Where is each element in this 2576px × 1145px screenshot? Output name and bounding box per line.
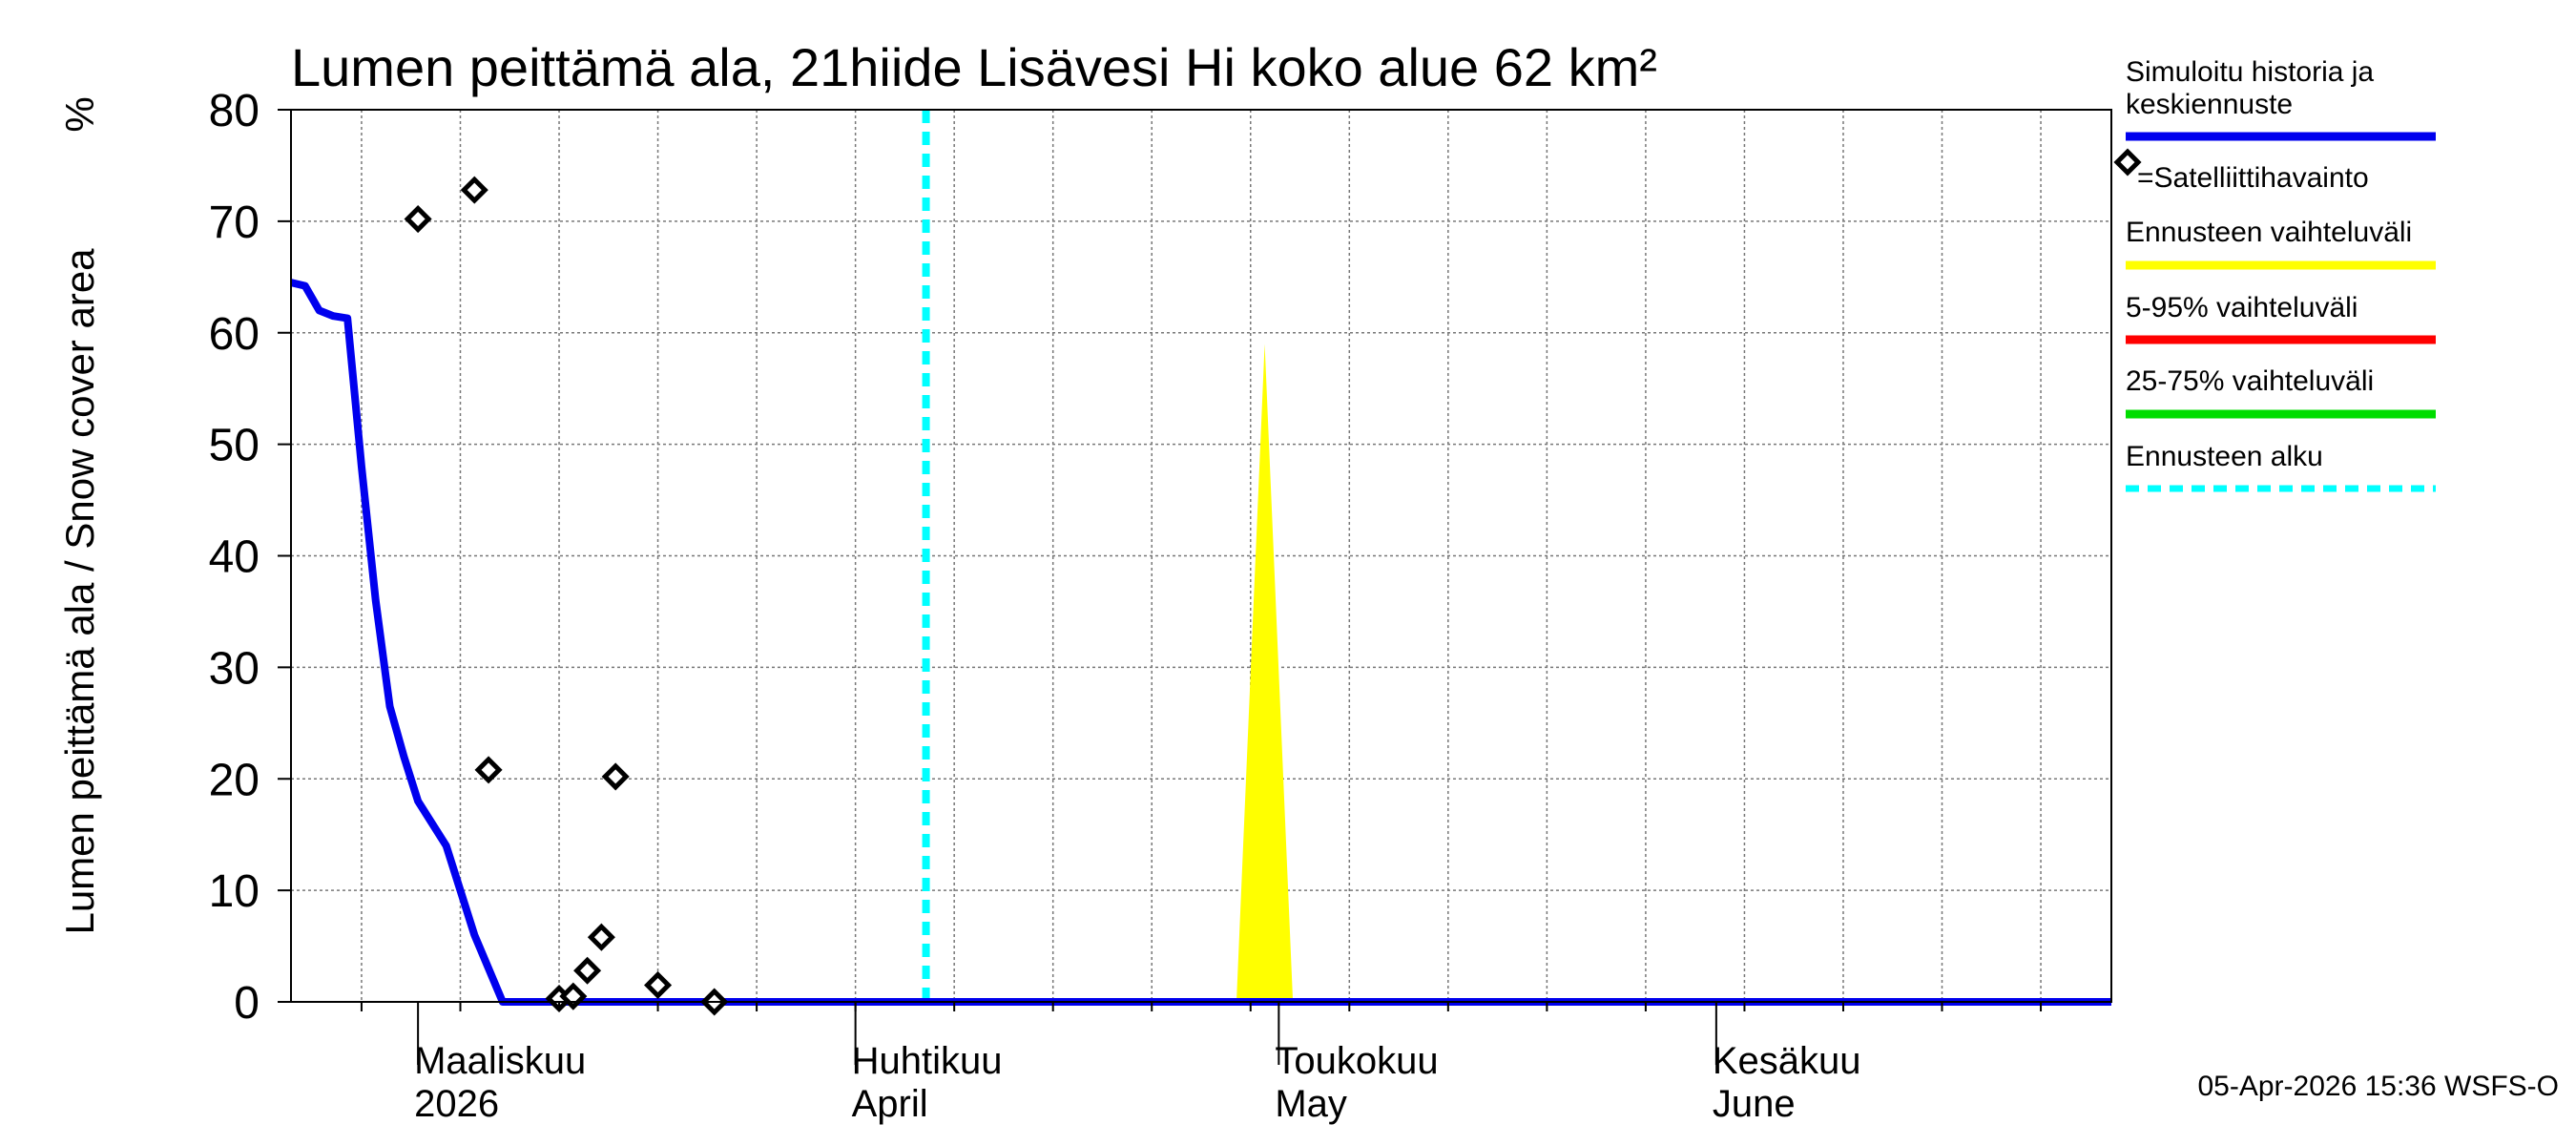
legend-label: Simuloitu historia ja bbox=[2126, 56, 2374, 88]
y-axis-label: Lumen peittämä ala / Snow cover area bbox=[57, 248, 102, 935]
y-axis: 0 10 20 30 40 50 60 70 80 bbox=[209, 86, 291, 1029]
month-label-fi: Maaliskuu bbox=[414, 1040, 586, 1082]
y-tick-label: 60 bbox=[209, 309, 260, 360]
plot-area bbox=[290, 109, 2112, 1016]
y-tick-label: 0 bbox=[234, 978, 260, 1029]
legend-label: keskiennuste bbox=[2126, 89, 2293, 120]
month-label-en: May bbox=[1275, 1083, 1347, 1125]
legend-diamond-icon bbox=[2113, 148, 2142, 177]
y-tick-label: 10 bbox=[209, 866, 260, 917]
month-label-en: April bbox=[852, 1083, 928, 1125]
forecast-range-band bbox=[1236, 344, 1294, 1002]
legend-label: Ennusteen alku bbox=[2126, 441, 2323, 472]
satellite-observation-point bbox=[573, 956, 602, 985]
y-axis-unit: % bbox=[57, 96, 102, 132]
timestamp-footer: 05-Apr-2026 15:36 WSFS-O bbox=[2197, 1071, 2559, 1102]
chart-title: Lumen peittämä ala, 21hiide Lisävesi Hi … bbox=[291, 37, 1657, 97]
y-tick-label: 30 bbox=[209, 643, 260, 694]
satellite-observation-point bbox=[474, 756, 503, 784]
legend-label: 25-75% vaihteluväli bbox=[2126, 365, 2374, 397]
y-tick-label: 20 bbox=[209, 755, 260, 805]
legend-label: Ennusteen vaihteluväli bbox=[2126, 217, 2412, 248]
legend-label: =Satelliittihavainto bbox=[2137, 162, 2369, 194]
simulated-snow-cover-line bbox=[290, 279, 2111, 1006]
y-tick-label: 50 bbox=[209, 421, 260, 471]
satellite-observation-point bbox=[404, 205, 432, 234]
month-label-fi: Huhtikuu bbox=[852, 1040, 1003, 1082]
legend-label: 5-95% vaihteluväli bbox=[2126, 292, 2358, 323]
y-tick-label: 70 bbox=[209, 198, 260, 248]
month-label-fi: Kesäkuu bbox=[1713, 1040, 1861, 1082]
satellite-observation-point bbox=[601, 762, 630, 791]
y-tick-label: 80 bbox=[209, 86, 260, 136]
satellite-observation-point bbox=[644, 970, 673, 1000]
month-label-fi: Toukokuu bbox=[1275, 1040, 1438, 1082]
month-label-en: 2026 bbox=[414, 1083, 499, 1125]
satellite-observation-point bbox=[460, 176, 488, 204]
y-tick-label: 40 bbox=[209, 532, 260, 583]
month-label-en: June bbox=[1713, 1083, 1796, 1125]
satellite-observation-point bbox=[587, 923, 615, 951]
